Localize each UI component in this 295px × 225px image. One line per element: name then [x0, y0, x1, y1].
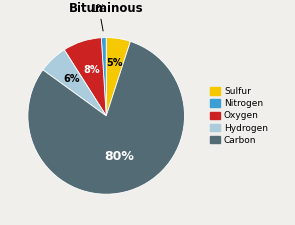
Wedge shape — [106, 38, 130, 116]
Text: 1%: 1% — [91, 4, 107, 31]
Wedge shape — [64, 38, 106, 116]
Wedge shape — [28, 41, 184, 194]
Text: 80%: 80% — [104, 150, 135, 163]
Title: Bituminous: Bituminous — [69, 2, 143, 16]
Text: 5%: 5% — [106, 58, 123, 68]
Text: 6%: 6% — [63, 74, 80, 84]
Legend: Sulfur, Nitrogen, Oxygen, Hydrogen, Carbon: Sulfur, Nitrogen, Oxygen, Hydrogen, Carb… — [209, 85, 270, 146]
Wedge shape — [101, 38, 106, 116]
Text: 8%: 8% — [83, 65, 99, 75]
Wedge shape — [43, 50, 106, 116]
